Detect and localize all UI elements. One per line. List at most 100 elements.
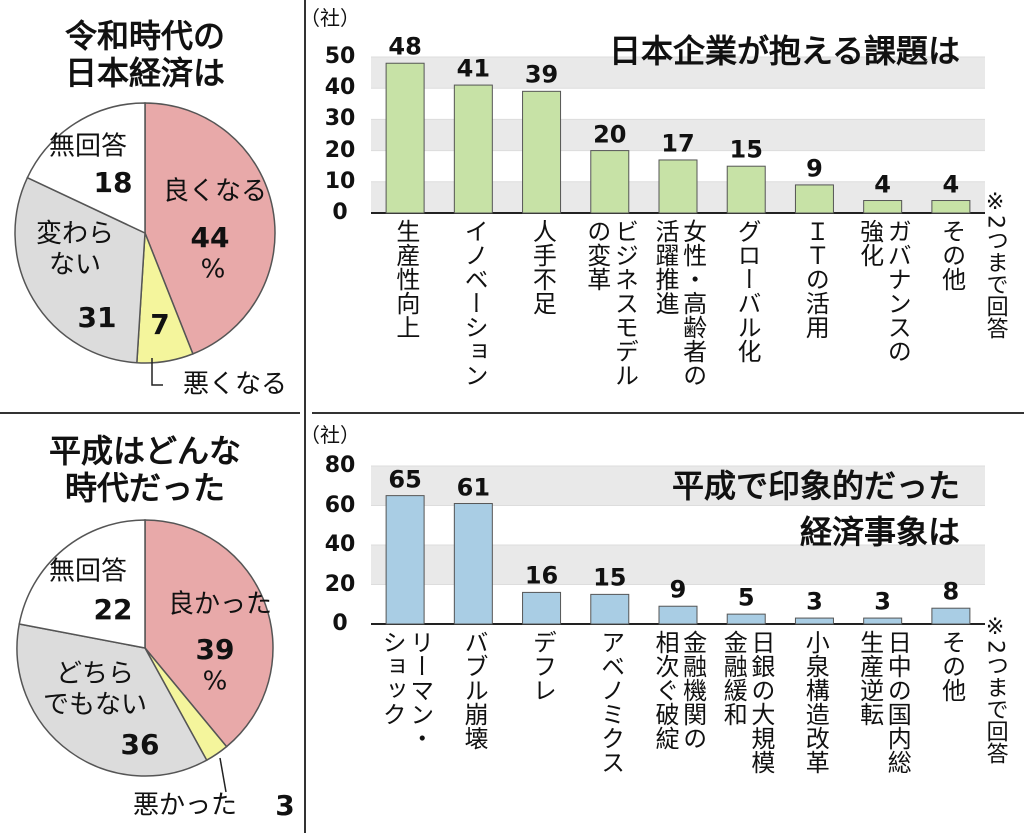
grid-band	[371, 57, 985, 89]
note: ※2つまで回答	[982, 190, 1008, 339]
bar	[522, 591, 562, 625]
value-label: 3	[806, 587, 823, 616]
y-axis-unit: （社）	[300, 6, 360, 30]
bar	[453, 84, 493, 214]
slice-label: 良くなる	[162, 176, 268, 207]
value-label: 5	[737, 583, 755, 612]
x-tick-label: 日銀の大規模 金融緩和	[719, 630, 775, 774]
value-label: 4	[942, 170, 960, 199]
value-label: 15	[593, 563, 627, 592]
value-label: 9	[669, 575, 687, 604]
x-tick-label: グローバル化	[733, 219, 762, 363]
slice-label: 悪かった	[132, 790, 238, 821]
chart-title: 日本企業が抱える課題は	[608, 32, 960, 70]
slice-value: 18	[93, 166, 133, 200]
pie-slice	[144, 102, 276, 355]
y-tick-label: 20	[324, 571, 356, 597]
y-tick-label: 50	[324, 43, 356, 69]
bar	[590, 150, 630, 214]
pie-title: 令和時代の 日本経済は	[64, 17, 226, 92]
slice-value: 36	[120, 728, 160, 762]
y-tick-label: 40	[324, 74, 356, 100]
value-label: 9	[806, 154, 823, 183]
x-tick-label: 女性・高齢者の 活躍推進	[651, 219, 707, 387]
slice-value: 44	[190, 221, 230, 255]
pie-slice	[144, 519, 274, 748]
value-label: 3	[874, 587, 892, 616]
x-tick-label: 日中の国内総 生産逆転	[855, 630, 912, 774]
bar	[726, 613, 766, 625]
y-axis-unit: （社）	[300, 423, 360, 447]
y-tick-label: 80	[324, 452, 356, 478]
chart-title: 平成で印象的だった 経済事象は	[671, 467, 960, 552]
bar	[863, 617, 903, 625]
bar	[658, 605, 698, 625]
bar	[385, 62, 425, 214]
y-tick-label: 0	[332, 610, 348, 636]
value-label: 17	[661, 129, 695, 158]
grid-band	[371, 466, 985, 506]
bar	[522, 90, 562, 214]
value-label: 16	[524, 561, 559, 590]
slice-value: 22	[93, 593, 133, 627]
slice-value: 7	[150, 308, 170, 342]
y-tick-label: 0	[332, 199, 348, 225]
x-tick-label: イノベーション	[460, 219, 489, 387]
value-label: 15	[729, 135, 763, 164]
x-tick-label: 小泉構造改革	[801, 630, 830, 774]
x-tick-label: リーマン・ ショック	[378, 630, 434, 750]
pie-slice	[18, 519, 146, 649]
x-tick-label: デフレ	[528, 630, 557, 702]
bar	[794, 184, 834, 214]
bar	[453, 503, 493, 625]
bar	[931, 200, 971, 214]
pie-slice	[14, 176, 146, 364]
slice-unit: %	[202, 666, 228, 697]
bar	[590, 593, 630, 625]
bar	[385, 495, 425, 625]
value-label: 61	[456, 473, 491, 502]
bar	[863, 200, 903, 214]
x-tick-label: その他	[937, 219, 966, 291]
pie-title: 平成はどんな 時代だった	[48, 432, 242, 507]
x-tick-label: 金融機関の 相次ぐ破綻	[651, 630, 707, 750]
value-label: 65	[388, 465, 422, 494]
slice-label: 良かった	[167, 589, 273, 620]
value-label: 48	[388, 32, 422, 61]
slice-label: 変わら ない	[35, 218, 115, 280]
value-label: 41	[456, 54, 491, 83]
slice-value: 3	[275, 789, 295, 823]
y-tick-label: 40	[324, 531, 356, 557]
x-tick-label: ビジネスモデル の変革	[582, 219, 639, 387]
slice-label: どちら でもない	[42, 658, 148, 720]
slice-unit: %	[200, 254, 226, 285]
x-tick-label: 人手不足	[528, 219, 557, 315]
value-label: 20	[593, 120, 627, 149]
bar	[931, 607, 971, 625]
pie-slice	[26, 102, 146, 235]
x-tick-label: ガバナンスの 強化	[855, 219, 912, 363]
bar	[726, 165, 766, 214]
x-tick-label: 生産性向上	[391, 219, 420, 339]
y-tick-label: 30	[324, 106, 356, 132]
x-tick-label: バブル崩壊	[460, 630, 489, 750]
leader-line	[219, 757, 227, 793]
slice-label: 無回答	[48, 556, 128, 587]
x-tick-label: ＩＴの活用	[801, 219, 830, 339]
slice-value: 31	[77, 301, 117, 335]
pie-slice	[16, 623, 208, 777]
note: ※2つまで回答	[982, 615, 1008, 764]
value-label: 4	[874, 170, 892, 199]
x-tick-label: その他	[937, 630, 966, 702]
y-tick-label: 20	[324, 137, 356, 163]
slice-value: 39	[195, 633, 235, 667]
slice-label: 無回答	[48, 131, 128, 162]
bar	[794, 617, 834, 625]
value-label: 39	[524, 60, 559, 89]
x-tick-label: アベノミクス	[596, 630, 625, 774]
leader-line	[151, 358, 163, 386]
y-tick-label: 10	[324, 168, 356, 194]
y-tick-label: 60	[324, 492, 356, 518]
